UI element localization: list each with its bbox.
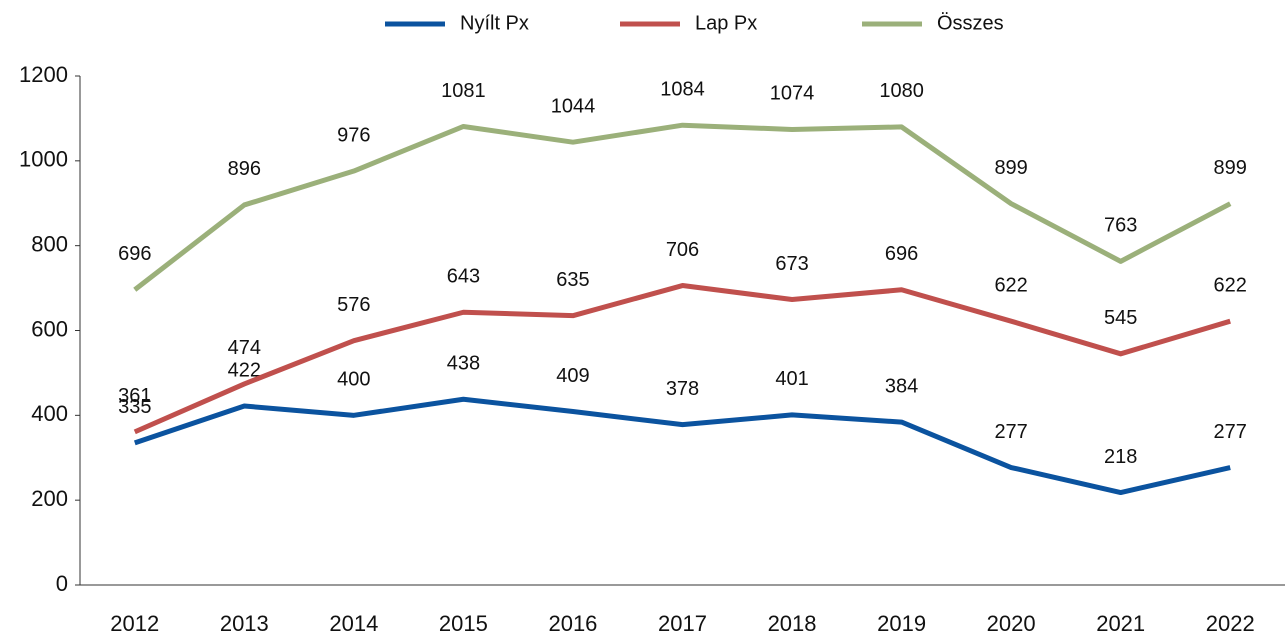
x-tick-label: 2013 (220, 611, 269, 636)
data-label: 409 (556, 365, 589, 387)
data-label: 1081 (441, 80, 486, 102)
data-label: 696 (118, 243, 151, 265)
data-label: 1074 (770, 83, 815, 105)
data-label: 635 (556, 269, 589, 291)
data-label: 378 (666, 378, 699, 400)
y-tick-label: 600 (31, 316, 68, 341)
data-label: 622 (1214, 274, 1247, 296)
data-label: 1044 (551, 95, 596, 117)
data-label: 277 (994, 421, 1027, 443)
y-tick-label: 1200 (19, 62, 68, 87)
data-label: 706 (666, 239, 699, 261)
x-tick-label: 2015 (439, 611, 488, 636)
data-label: 361 (118, 385, 151, 407)
x-tick-label: 2014 (329, 611, 378, 636)
data-label: 673 (775, 253, 808, 275)
x-tick-label: 2021 (1096, 611, 1145, 636)
x-tick-label: 2019 (877, 611, 926, 636)
y-tick-label: 200 (31, 486, 68, 511)
data-label: 643 (447, 266, 480, 288)
y-tick-label: 1000 (19, 147, 68, 172)
series-line (133, 122, 1232, 292)
legend-label: Összes (937, 12, 1004, 34)
data-label: 1080 (879, 80, 924, 102)
data-label: 1084 (660, 78, 705, 100)
data-label: 384 (885, 375, 918, 397)
legend-label: Nyílt Px (460, 12, 529, 34)
x-tick-label: 2017 (658, 611, 707, 636)
data-label: 622 (994, 274, 1027, 296)
series-line (133, 283, 1231, 435)
data-label: 896 (228, 158, 261, 180)
x-tick-label: 2016 (548, 611, 597, 636)
y-tick-label: 0 (56, 571, 68, 596)
data-label: 401 (775, 368, 808, 390)
y-tick-label: 400 (31, 401, 68, 426)
x-tick-label: 2012 (110, 611, 159, 636)
data-label: 277 (1214, 421, 1247, 443)
data-label: 763 (1104, 215, 1137, 237)
data-label: 422 (228, 359, 261, 381)
x-tick-label: 2018 (768, 611, 817, 636)
data-label: 545 (1104, 307, 1137, 329)
legend-label: Lap Px (695, 12, 757, 34)
series-line (133, 396, 1231, 496)
data-label: 335 (118, 396, 151, 418)
data-label: 218 (1104, 446, 1137, 468)
data-label: 576 (337, 294, 370, 316)
y-tick-label: 800 (31, 231, 68, 256)
data-label: 474 (228, 337, 261, 359)
data-label: 899 (1214, 157, 1247, 179)
data-label: 976 (337, 124, 370, 146)
data-label: 696 (885, 243, 918, 265)
x-tick-label: 2020 (987, 611, 1036, 636)
data-label: 899 (994, 157, 1027, 179)
data-label: 438 (447, 352, 480, 374)
x-tick-label: 2022 (1206, 611, 1255, 636)
data-label: 400 (337, 369, 370, 391)
